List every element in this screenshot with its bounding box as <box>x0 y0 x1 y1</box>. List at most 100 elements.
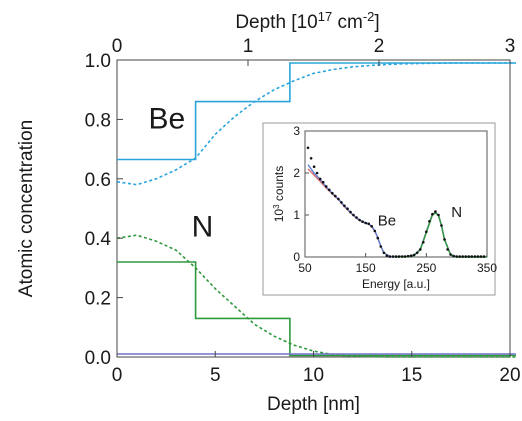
inset-data-point <box>367 222 371 226</box>
inset-data-point <box>391 255 395 258</box>
inset-data-point <box>452 254 455 258</box>
inset-label-group: Be N <box>378 204 462 229</box>
series-n_step <box>117 261 516 357</box>
inset-data-point <box>412 253 416 257</box>
series-n_profile <box>116 234 516 358</box>
inset-data-point <box>321 180 325 184</box>
inset-y-axis-title: 103 counts <box>272 166 287 223</box>
y-tick-label: 0.8 <box>85 110 111 131</box>
top-axis-title-part: ] <box>374 12 379 33</box>
inset-data-point <box>349 210 352 214</box>
series-label-n: N <box>192 211 214 244</box>
inset-data-point <box>355 216 358 219</box>
inset-x-tick-label: 350 <box>477 261 497 275</box>
y-tick-label: 0.2 <box>85 289 111 310</box>
inset-data-point <box>406 254 410 258</box>
inset-data-point <box>422 241 425 244</box>
y-tick-label: 0.0 <box>85 348 111 369</box>
inset-y-title-part: 10 <box>272 209 286 223</box>
series-label-be: Be <box>148 102 185 135</box>
inset-y-tick-label: 0 <box>293 250 300 264</box>
inset-data-point <box>373 229 377 233</box>
x-tick-label: 15 <box>401 365 422 386</box>
inset-data-point <box>346 207 349 210</box>
inset-data-point <box>479 255 483 258</box>
inset-data-point <box>397 255 401 258</box>
inset-data-point <box>446 248 449 251</box>
x-tick-label: 10 <box>303 365 324 386</box>
inset-data-point <box>306 146 310 150</box>
inset-data-point <box>379 245 383 248</box>
inset-data-point <box>318 177 322 181</box>
inset-data-point <box>370 225 374 228</box>
inset-data-point <box>337 197 340 201</box>
inset-background <box>262 122 496 296</box>
inset-tick-group: 50 150 250 350 0 1 2 3 <box>293 124 497 275</box>
inset-data-point <box>476 255 480 258</box>
inset-y-title-part: counts <box>272 166 286 205</box>
y-tick-label: 1.0 <box>85 51 111 72</box>
inset-data-point <box>428 220 431 223</box>
top-axis-title: Depth [1017 cm-2] <box>235 9 379 34</box>
inset-data-point <box>309 157 313 160</box>
top-axis-title-sup: 17 <box>318 9 332 24</box>
inset-data-point <box>352 213 355 217</box>
inset-data-point <box>434 210 437 213</box>
inset-data-point <box>455 255 459 258</box>
inset-label-n: N <box>451 204 462 221</box>
inset-data-point <box>431 212 434 216</box>
x-axis-title: Depth [nm] <box>267 394 360 415</box>
inset-data-point <box>470 255 474 258</box>
inset-data-point <box>312 165 316 168</box>
inset-data-point <box>361 220 364 223</box>
y-axis-title: Atomic concentration <box>16 120 37 297</box>
inset-y-tick-label: 2 <box>293 166 300 180</box>
main-tick-group: 0 5 10 15 200.00.20.40.60.81.00 1 2 3 <box>85 36 521 386</box>
inset-data-point <box>464 255 468 258</box>
inset-data-point <box>458 255 462 258</box>
inset-data-point <box>443 238 446 241</box>
inset-data-point <box>482 255 486 258</box>
inset-axes-frame <box>262 122 496 296</box>
inset-label-be: Be <box>378 213 396 230</box>
top-x-tick-label: 3 <box>505 36 516 57</box>
y-tick-label: 0.4 <box>85 229 112 250</box>
inset-data-point <box>343 204 346 208</box>
x-tick-label: 5 <box>210 365 221 386</box>
inset-data-point <box>449 253 452 256</box>
inset-data-point <box>473 255 477 258</box>
inset-data-point <box>394 255 398 258</box>
inset-data-point <box>461 255 465 258</box>
x-tick-label: 0 <box>112 365 123 386</box>
inset-data-point <box>409 254 413 257</box>
inset-data-point <box>364 221 368 225</box>
inset-data-point <box>437 213 440 217</box>
inset-data-point <box>425 230 428 234</box>
inset-y-title-sup: 3 <box>272 204 281 209</box>
inset-data-point <box>334 194 337 198</box>
inset-data-point <box>415 251 419 255</box>
inset-data-point <box>385 254 389 257</box>
inset-data-point <box>324 185 328 188</box>
inset-y-tick-label: 1 <box>293 208 300 222</box>
inset-data-point <box>403 255 407 258</box>
inset-y-tick-label: 3 <box>293 124 300 138</box>
inset-data-point <box>358 218 361 222</box>
series-be_step <box>117 62 516 161</box>
inset-x-tick-label: 150 <box>356 261 376 275</box>
x-tick-label: 20 <box>499 365 520 386</box>
top-axis-title-part: cm <box>332 12 363 33</box>
inset-data-point <box>400 255 404 258</box>
inset-data-point <box>388 255 392 258</box>
inset-series-group <box>306 146 487 258</box>
inset-x-tick-label: 50 <box>298 261 312 275</box>
top-x-tick-label: 0 <box>112 36 123 57</box>
top-axis-title-part: Depth [10 <box>235 12 317 33</box>
inset-data-point <box>340 201 343 204</box>
inset-x-axis-title: Energy [a.u.] <box>362 277 430 291</box>
inset-x-tick-label: 250 <box>416 261 436 275</box>
inset-data-point <box>376 236 380 240</box>
inset-data-point <box>419 248 422 251</box>
